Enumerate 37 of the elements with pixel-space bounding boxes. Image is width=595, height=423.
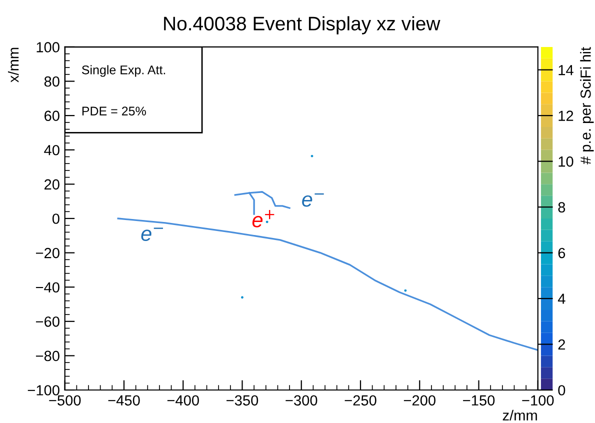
color-bar-label: 4 bbox=[558, 294, 566, 304]
color-bar-label: 6 bbox=[558, 248, 566, 258]
annotation: e$^{+}$ bbox=[252, 210, 274, 228]
y-tick-label: −20 bbox=[36, 248, 60, 258]
x-tick-label: −150 bbox=[463, 395, 495, 406]
y-tick-label: −60 bbox=[36, 316, 60, 327]
x-tick-label: −250 bbox=[344, 395, 376, 406]
y-tick-label: 60 bbox=[44, 110, 60, 121]
x-tick-label: −450 bbox=[108, 395, 140, 406]
chart-title: No.40038 Event Display xz view bbox=[164, 16, 440, 34]
y-tick-label: −100 bbox=[28, 385, 60, 396]
color-bar-label: 14 bbox=[558, 65, 574, 76]
x-tick-label: −300 bbox=[286, 395, 318, 406]
annotation: e$^{−}$ bbox=[302, 193, 324, 207]
y-tick-label: 40 bbox=[44, 144, 60, 156]
color-bar-label: 2 bbox=[558, 339, 565, 350]
y-tick-label: −80 bbox=[36, 350, 60, 362]
annotation: PDE = 25% bbox=[82, 106, 146, 116]
y-tick-label: 0 bbox=[52, 214, 60, 224]
color-bar-label: 12 bbox=[558, 110, 574, 121]
y-tick-label: 100 bbox=[36, 42, 60, 52]
color-bar-title: # p.e. per SciFi hit bbox=[580, 47, 594, 164]
y-tick-label: 20 bbox=[44, 179, 60, 190]
y-axis-title: x/mm bbox=[8, 48, 19, 82]
x-tick-label: −200 bbox=[404, 395, 436, 406]
x-tick-label: −400 bbox=[167, 395, 199, 406]
annotation: Single Exp. Att. bbox=[82, 65, 166, 77]
annotation: e$^{−}$ bbox=[141, 228, 163, 242]
x-tick-label: −500 bbox=[49, 395, 81, 406]
x-tick-label: −350 bbox=[226, 395, 258, 406]
color-bar-label: 10 bbox=[558, 156, 574, 167]
color-bar-label: 0 bbox=[558, 385, 566, 396]
x-axis-title: z/mm bbox=[502, 410, 537, 421]
y-tick-label: 80 bbox=[44, 76, 60, 87]
color-bar-label: 8 bbox=[558, 202, 566, 212]
y-tick-label: −40 bbox=[36, 282, 60, 293]
x-tick-label: −100 bbox=[522, 395, 554, 406]
